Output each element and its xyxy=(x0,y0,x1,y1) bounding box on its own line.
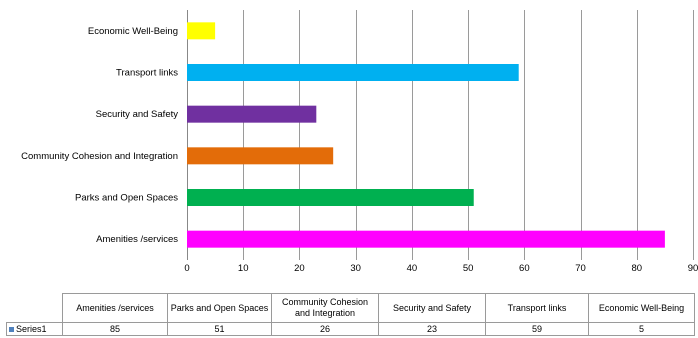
category-label: Amenities /services xyxy=(96,234,178,245)
data-table-value: 51 xyxy=(167,322,272,336)
category-label: Community Cohesion and Integration xyxy=(21,151,178,162)
x-tick-label: 50 xyxy=(463,263,474,274)
data-table-value: 23 xyxy=(378,322,486,336)
data-table-value: 5 xyxy=(588,322,695,336)
x-tick-label: 20 xyxy=(294,263,305,274)
x-tick-label: 0 xyxy=(184,263,189,274)
x-tick-label: 80 xyxy=(631,263,642,274)
bar xyxy=(187,64,519,81)
data-table-header-text: Transport links xyxy=(507,302,567,313)
data-table-header-text: Parks and Open Spaces xyxy=(170,302,269,313)
category-label: Parks and Open Spaces xyxy=(75,193,178,204)
data-table-value: 59 xyxy=(485,322,589,336)
x-tick-label: 10 xyxy=(238,263,249,274)
data-table-category-header: Economic Well-Being xyxy=(588,293,695,323)
data-table-value: 85 xyxy=(62,322,168,336)
data-table-series-cell: Series1 xyxy=(6,322,63,336)
x-tick-label: 70 xyxy=(575,263,586,274)
data-table-corner xyxy=(6,293,63,323)
x-tick-label: 60 xyxy=(519,263,530,274)
data-table: Amenities /services Parks and Open Spaces… xyxy=(6,293,695,336)
category-label: Security and Safety xyxy=(96,109,179,120)
data-table-header-text: Economic Well-Being xyxy=(598,302,685,313)
bar xyxy=(187,230,665,248)
data-table-category-header: Parks and Open Spaces xyxy=(167,293,272,323)
data-table-category-header: Community Cohesion and Integration xyxy=(271,293,379,323)
bar xyxy=(187,22,216,40)
data-table-header-text: Security and Safety xyxy=(392,302,472,313)
data-table-header-row: Amenities /services Parks and Open Spaces… xyxy=(6,293,695,323)
bar xyxy=(187,147,334,165)
x-tick-label: 90 xyxy=(688,263,698,274)
data-table-category-header: Security and Safety xyxy=(378,293,486,323)
gridlines xyxy=(187,10,694,260)
legend-key-icon xyxy=(9,326,14,332)
data-table-value-row: Series1 85 51 26 23 59 5 xyxy=(6,322,695,336)
data-table-category-header: Transport links xyxy=(485,293,589,323)
bar xyxy=(187,189,474,206)
bars xyxy=(187,22,665,248)
data-table-header-text: Community Cohesion xyxy=(281,297,369,307)
data-table-value: 26 xyxy=(271,322,379,336)
category-label: Transport links xyxy=(116,68,178,79)
x-tick-label: 40 xyxy=(407,263,418,274)
category-labels: Amenities /services Parks and Open Spaces… xyxy=(21,26,178,245)
bar xyxy=(187,105,317,123)
x-axis-tick-labels: 0 10 20 30 40 50 60 70 80 90 xyxy=(184,263,698,274)
series-name: Series1 xyxy=(16,323,47,334)
data-table-category-header: Amenities /services xyxy=(62,293,168,323)
x-tick-label: 30 xyxy=(350,263,361,274)
data-table-header-text: and Integration xyxy=(294,308,356,318)
category-label: Economic Well-Being xyxy=(88,26,178,37)
data-table-header-text: Amenities /services xyxy=(76,302,154,313)
